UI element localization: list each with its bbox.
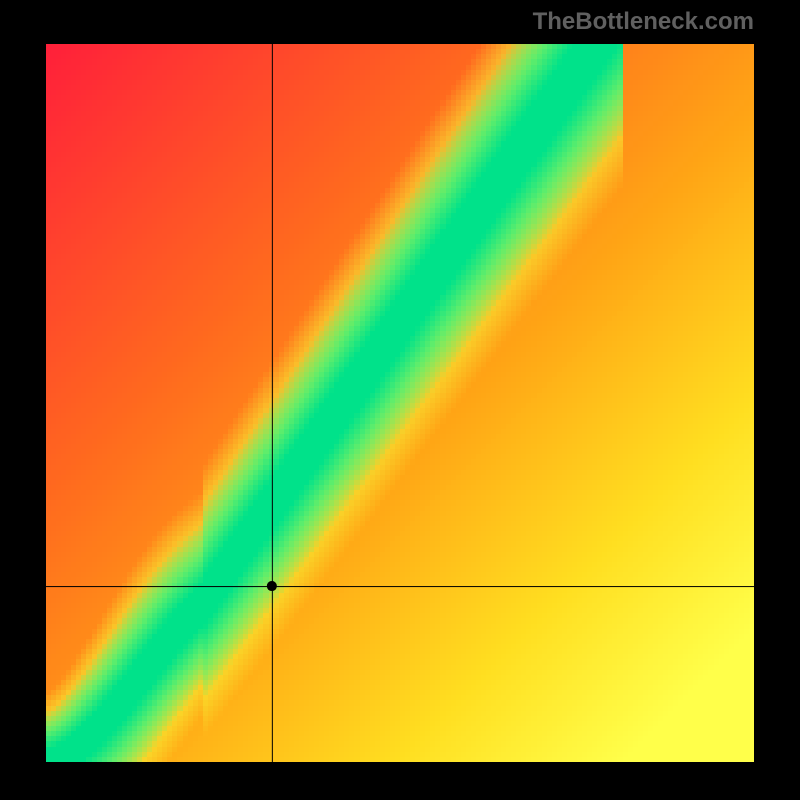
bottleneck-heatmap — [46, 44, 754, 762]
chart-container: TheBottleneck.com — [0, 0, 800, 800]
watermark-text: TheBottleneck.com — [533, 8, 754, 36]
